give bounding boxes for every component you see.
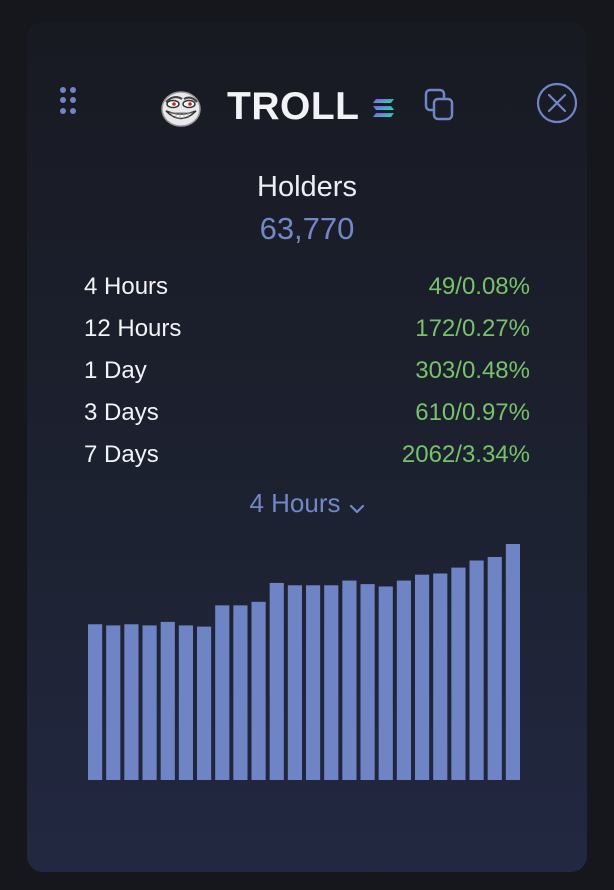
- chart-bar: [415, 574, 430, 780]
- holders-bar-chart: [88, 544, 520, 780]
- stat-count: 172: [415, 315, 456, 342]
- stat-row-1-day: 1 Day 303/0.48%: [84, 354, 530, 396]
- token-name: TROLL: [227, 85, 360, 128]
- stat-label: 4 Hours: [84, 273, 169, 300]
- stat-value: 49/0.08%: [429, 270, 530, 312]
- stat-label: 12 Hours: [84, 315, 182, 342]
- troll-face-icon: [160, 90, 202, 128]
- stat-percent: 0.48%: [461, 357, 530, 384]
- solana-icon: [372, 97, 396, 119]
- stat-count: 303: [415, 357, 456, 384]
- chart-bar: [505, 544, 520, 780]
- chart-bar: [178, 625, 193, 780]
- stat-row-3-days: 3 Days 610/0.97%: [84, 396, 530, 438]
- chevron-down-icon: [349, 489, 365, 521]
- chart-bar: [160, 621, 175, 780]
- chart-bar: [197, 626, 212, 780]
- stat-row-4-hours: 4 Hours 49/0.08%: [84, 270, 530, 312]
- stat-value: 172/0.27%: [415, 312, 530, 354]
- chart-bar: [396, 580, 411, 780]
- chart-bar: [106, 625, 121, 780]
- chart-bar: [451, 567, 466, 780]
- chart-bar: [324, 585, 339, 780]
- chart-bar: [233, 605, 248, 780]
- time-range-dropdown[interactable]: 4 Hours: [0, 487, 614, 521]
- chart-bar: [287, 585, 302, 780]
- chart-bar: [269, 582, 284, 780]
- chart-bar: [342, 580, 357, 780]
- drag-handle-icon[interactable]: [59, 86, 77, 118]
- stat-row-12-hours: 12 Hours 172/0.27%: [84, 312, 530, 354]
- holder-change-stats: 4 Hours 49/0.08% 12 Hours 172/0.27% 1 Da…: [84, 270, 530, 480]
- stat-value: 610/0.97%: [415, 396, 530, 438]
- close-circle-icon[interactable]: [536, 82, 578, 124]
- stat-percent: 0.08%: [461, 273, 530, 300]
- stat-row-7-days: 7 Days 2062/3.34%: [84, 438, 530, 480]
- stat-percent: 0.27%: [461, 315, 530, 342]
- stat-count: 2062: [401, 441, 456, 468]
- stat-separator: /: [455, 357, 462, 384]
- chart-bar: [433, 573, 448, 780]
- copy-icon[interactable]: [424, 88, 456, 122]
- chart-bar: [469, 560, 484, 780]
- chart-bar: [142, 625, 157, 780]
- stat-count: 610: [415, 399, 456, 426]
- chart-bar: [124, 624, 139, 780]
- stat-value: 303/0.48%: [415, 354, 530, 396]
- stat-separator: /: [455, 315, 462, 342]
- chart-bar: [360, 584, 375, 780]
- chart-bar: [88, 624, 103, 780]
- stat-label: 7 Days: [84, 441, 159, 468]
- stat-separator: /: [455, 441, 462, 468]
- chart-bar: [378, 586, 393, 780]
- holders-title: Holders: [257, 171, 357, 203]
- stat-value: 2062/3.34%: [402, 438, 530, 480]
- stat-percent: 0.97%: [461, 399, 530, 426]
- stat-percent: 3.34%: [461, 441, 530, 468]
- time-range-selected: 4 Hours: [249, 488, 341, 518]
- holders-count: 63,770: [259, 211, 355, 246]
- stat-label: 1 Day: [84, 357, 147, 384]
- chart-bar: [215, 605, 230, 780]
- stat-label: 3 Days: [84, 399, 159, 426]
- chart-bar: [251, 601, 266, 780]
- stat-separator: /: [455, 399, 462, 426]
- stat-count: 49: [428, 273, 456, 300]
- stat-separator: /: [455, 273, 462, 300]
- chart-bar: [487, 556, 502, 780]
- chart-bar: [306, 585, 321, 780]
